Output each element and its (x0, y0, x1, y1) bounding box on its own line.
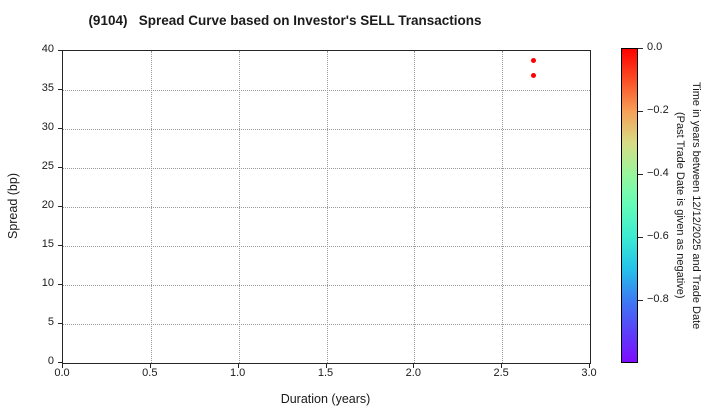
y-tick-mark (57, 128, 62, 129)
colorbar-tick-label: 0.0 (647, 41, 663, 53)
y-gridline (63, 285, 590, 286)
y-tick-mark (57, 284, 62, 285)
x-tick-label: 1.5 (317, 367, 334, 379)
y-gridline (63, 246, 590, 247)
y-gridline (63, 129, 590, 130)
y-gridline (63, 168, 590, 169)
colorbar-tick-mark (638, 111, 643, 112)
y-tick-mark (57, 167, 62, 168)
y-gridline (63, 207, 590, 208)
colorbar-axis-label: Time in years between 12/12/2025 and Tra… (672, 48, 704, 363)
x-tick-label: 2.0 (405, 367, 421, 379)
x-tick-mark (325, 363, 327, 368)
data-point (531, 57, 537, 63)
y-tick-label: 15 (41, 238, 54, 250)
x-tick-label: 3.0 (581, 367, 597, 379)
colorbar-tick-mark (638, 48, 643, 49)
data-point (531, 72, 537, 78)
x-tick-label: 0.0 (54, 367, 70, 379)
y-tick-mark (57, 362, 62, 363)
colorbar-axis-label-line2: (Past Trade Date is given as negative) (674, 112, 686, 299)
y-tick-mark (57, 206, 62, 207)
y-tick-label: 5 (47, 316, 54, 328)
y-tick-label: 35 (41, 82, 54, 94)
y-tick-label: 10 (41, 277, 54, 289)
y-tick-label: 20 (41, 199, 54, 211)
chart-title: (9104) Spread Curve based on Investor's … (88, 13, 482, 28)
y-tick-mark (57, 89, 62, 90)
y-gridline (63, 90, 590, 91)
x-tick-mark (149, 363, 151, 368)
y-axis-label: Spread (bp) (6, 173, 20, 240)
x-tick-mark (413, 363, 415, 368)
colorbar-tick-label: −0.2 (647, 104, 669, 116)
y-tick-label: 0 (47, 355, 54, 367)
x-tick-label: 2.5 (493, 367, 509, 379)
x-tick-mark (62, 363, 63, 368)
y-gridline (63, 324, 590, 325)
x-tick-label: 1.0 (230, 367, 246, 379)
colorbar-tick-mark (638, 237, 643, 238)
y-tick-mark (57, 245, 62, 246)
colorbar-tick-label: −0.4 (647, 167, 669, 179)
y-tick-label: 30 (41, 121, 54, 133)
y-tick-label: 40 (41, 43, 54, 55)
x-tick-mark (501, 363, 503, 368)
y-tick-mark (57, 323, 62, 324)
colorbar-tick-label: −0.6 (647, 230, 669, 242)
colorbar-tick-mark (638, 174, 643, 175)
plot-area (62, 50, 591, 364)
x-axis-label: Duration (years) (280, 392, 371, 406)
x-tick-label: 0.5 (142, 367, 158, 379)
x-tick-mark (237, 363, 239, 368)
colorbar-axis-label-line1: Time in years between 12/12/2025 and Tra… (690, 81, 702, 330)
colorbar-tick-mark (638, 300, 643, 301)
colorbar-gradient (621, 48, 638, 363)
x-tick-mark (589, 363, 590, 368)
y-tick-label: 25 (41, 160, 54, 172)
colorbar-tick-label: −0.8 (647, 293, 669, 305)
y-tick-mark (57, 50, 62, 51)
